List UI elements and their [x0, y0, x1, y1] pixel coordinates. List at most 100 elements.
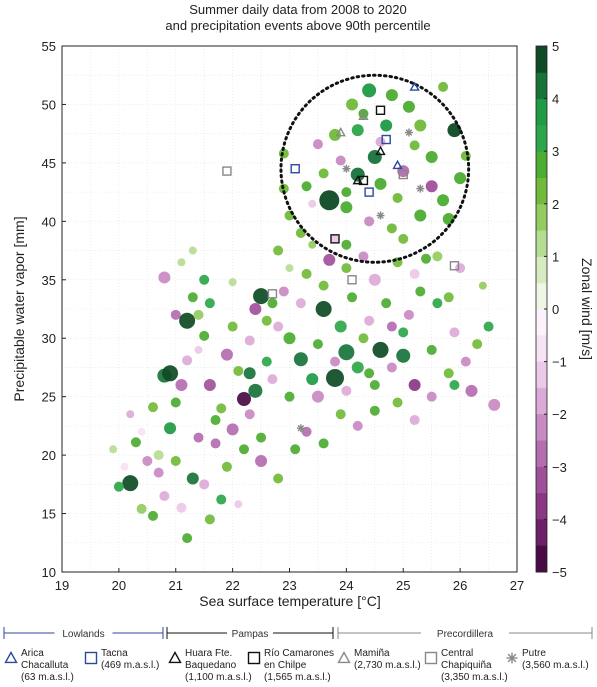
- asterisk-stroke: [297, 424, 305, 432]
- colorbar-segment: [536, 256, 547, 284]
- legend-label-line: (1,100 m.a.s.l.): [185, 672, 252, 683]
- data-point: [283, 332, 296, 345]
- legend-label-line: (469 m.a.s.l.): [101, 660, 159, 671]
- colorbar-segment: [536, 46, 547, 73]
- station-marker: [296, 424, 305, 433]
- x-tick-label: 27: [510, 578, 524, 593]
- data-point: [261, 315, 272, 326]
- chart-title-line-2: and precipitation events above 90th perc…: [165, 18, 430, 33]
- data-point: [285, 264, 294, 273]
- data-point: [193, 432, 204, 443]
- data-point: [295, 298, 306, 309]
- data-point: [220, 348, 233, 361]
- legend-label-line: (63 m.a.s.l.): [21, 672, 74, 683]
- data-point: [426, 344, 437, 355]
- event-point: [386, 223, 397, 234]
- data-point: [326, 368, 344, 387]
- x-tick-label: 25: [396, 578, 410, 593]
- data-point: [364, 368, 375, 379]
- data-point: [255, 454, 268, 467]
- colorbar-tick-label: 1: [552, 249, 559, 264]
- station-marker: [375, 145, 386, 156]
- data-point: [159, 491, 170, 502]
- data-point: [273, 473, 284, 484]
- colorbar-tick-label: −2: [552, 407, 567, 422]
- data-point: [301, 268, 312, 279]
- data-point: [199, 274, 210, 285]
- data-point: [148, 402, 158, 413]
- legend-label-line: Chapiquiña: [441, 660, 492, 671]
- event-point: [392, 192, 403, 203]
- event-point: [346, 98, 359, 111]
- legend-label-line: Mamiña: [354, 648, 390, 659]
- event-point: [385, 89, 398, 102]
- data-point: [273, 321, 284, 332]
- colorbar-tick-label: −3: [552, 460, 567, 475]
- station-marker: [358, 175, 369, 186]
- y-tick-label: 45: [42, 156, 56, 171]
- data-point: [432, 251, 443, 262]
- data-point: [426, 391, 437, 402]
- data-point: [312, 339, 323, 350]
- data-point: [233, 365, 244, 376]
- data-point: [409, 415, 420, 426]
- data-point: [415, 286, 426, 297]
- colorbar-segment: [536, 414, 547, 441]
- data-point: [369, 405, 380, 416]
- y-axis-ticks: 10 15 20 25 30 35 40 45 50 55: [42, 39, 66, 580]
- data-point: [465, 384, 478, 397]
- event-point: [341, 187, 352, 198]
- data-point: [228, 278, 237, 287]
- data-point: [368, 273, 381, 286]
- data-point: [335, 409, 346, 420]
- event-point: [364, 216, 375, 227]
- event-point: [319, 190, 340, 211]
- event-point: [438, 81, 449, 92]
- data-point: [162, 365, 179, 382]
- asterisk-stroke: [507, 653, 517, 663]
- colorbar-label: Zonal wind [m/s]: [579, 258, 595, 360]
- data-point: [179, 312, 196, 329]
- legend-group-label: Precordillera: [437, 629, 494, 640]
- data-point: [386, 362, 397, 373]
- colorbar-tick-label: −1: [552, 355, 567, 370]
- data-point: [284, 391, 295, 402]
- data-point: [358, 333, 369, 344]
- event-point: [402, 100, 415, 113]
- legend-marker: [337, 651, 351, 664]
- data-point: [188, 246, 197, 255]
- data-point: [243, 367, 256, 380]
- data-point: [239, 444, 249, 455]
- colorbar-tick-label: −5: [552, 565, 567, 580]
- data-point: [216, 494, 227, 505]
- data-point: [182, 533, 193, 544]
- event-point: [278, 148, 289, 159]
- data-point: [293, 352, 308, 367]
- data-point: [267, 374, 278, 385]
- legend-group-label: Pampas: [232, 629, 269, 640]
- data-point: [267, 298, 278, 309]
- data-point: [455, 263, 466, 274]
- data-point: [170, 309, 181, 320]
- data-point: [449, 327, 460, 338]
- event-point: [375, 136, 386, 147]
- colorbar-tick-label: 0: [552, 302, 559, 317]
- data-point: [409, 268, 420, 279]
- data-point: [278, 286, 289, 297]
- x-tick-label: 24: [339, 578, 353, 593]
- legend-marker: [168, 651, 182, 664]
- data-point: [186, 472, 199, 485]
- legend-label-line: Tacna: [101, 648, 128, 659]
- legend-label-line: Huara Fte.: [185, 648, 232, 659]
- data-point: [432, 298, 443, 309]
- data-point: [369, 379, 380, 390]
- colorbar-segment: [536, 545, 547, 573]
- data-point: [290, 444, 301, 455]
- x-tick-label: 19: [55, 578, 69, 593]
- data-point: [234, 500, 243, 509]
- data-point: [372, 341, 389, 358]
- data-point: [244, 335, 255, 346]
- data-point: [261, 356, 272, 367]
- colorbar-segment: [536, 493, 547, 520]
